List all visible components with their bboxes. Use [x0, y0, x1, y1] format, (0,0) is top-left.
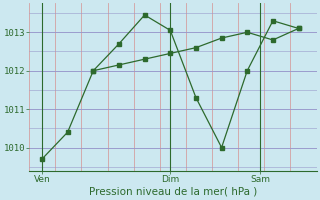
X-axis label: Pression niveau de la mer( hPa ): Pression niveau de la mer( hPa ) — [89, 187, 257, 197]
